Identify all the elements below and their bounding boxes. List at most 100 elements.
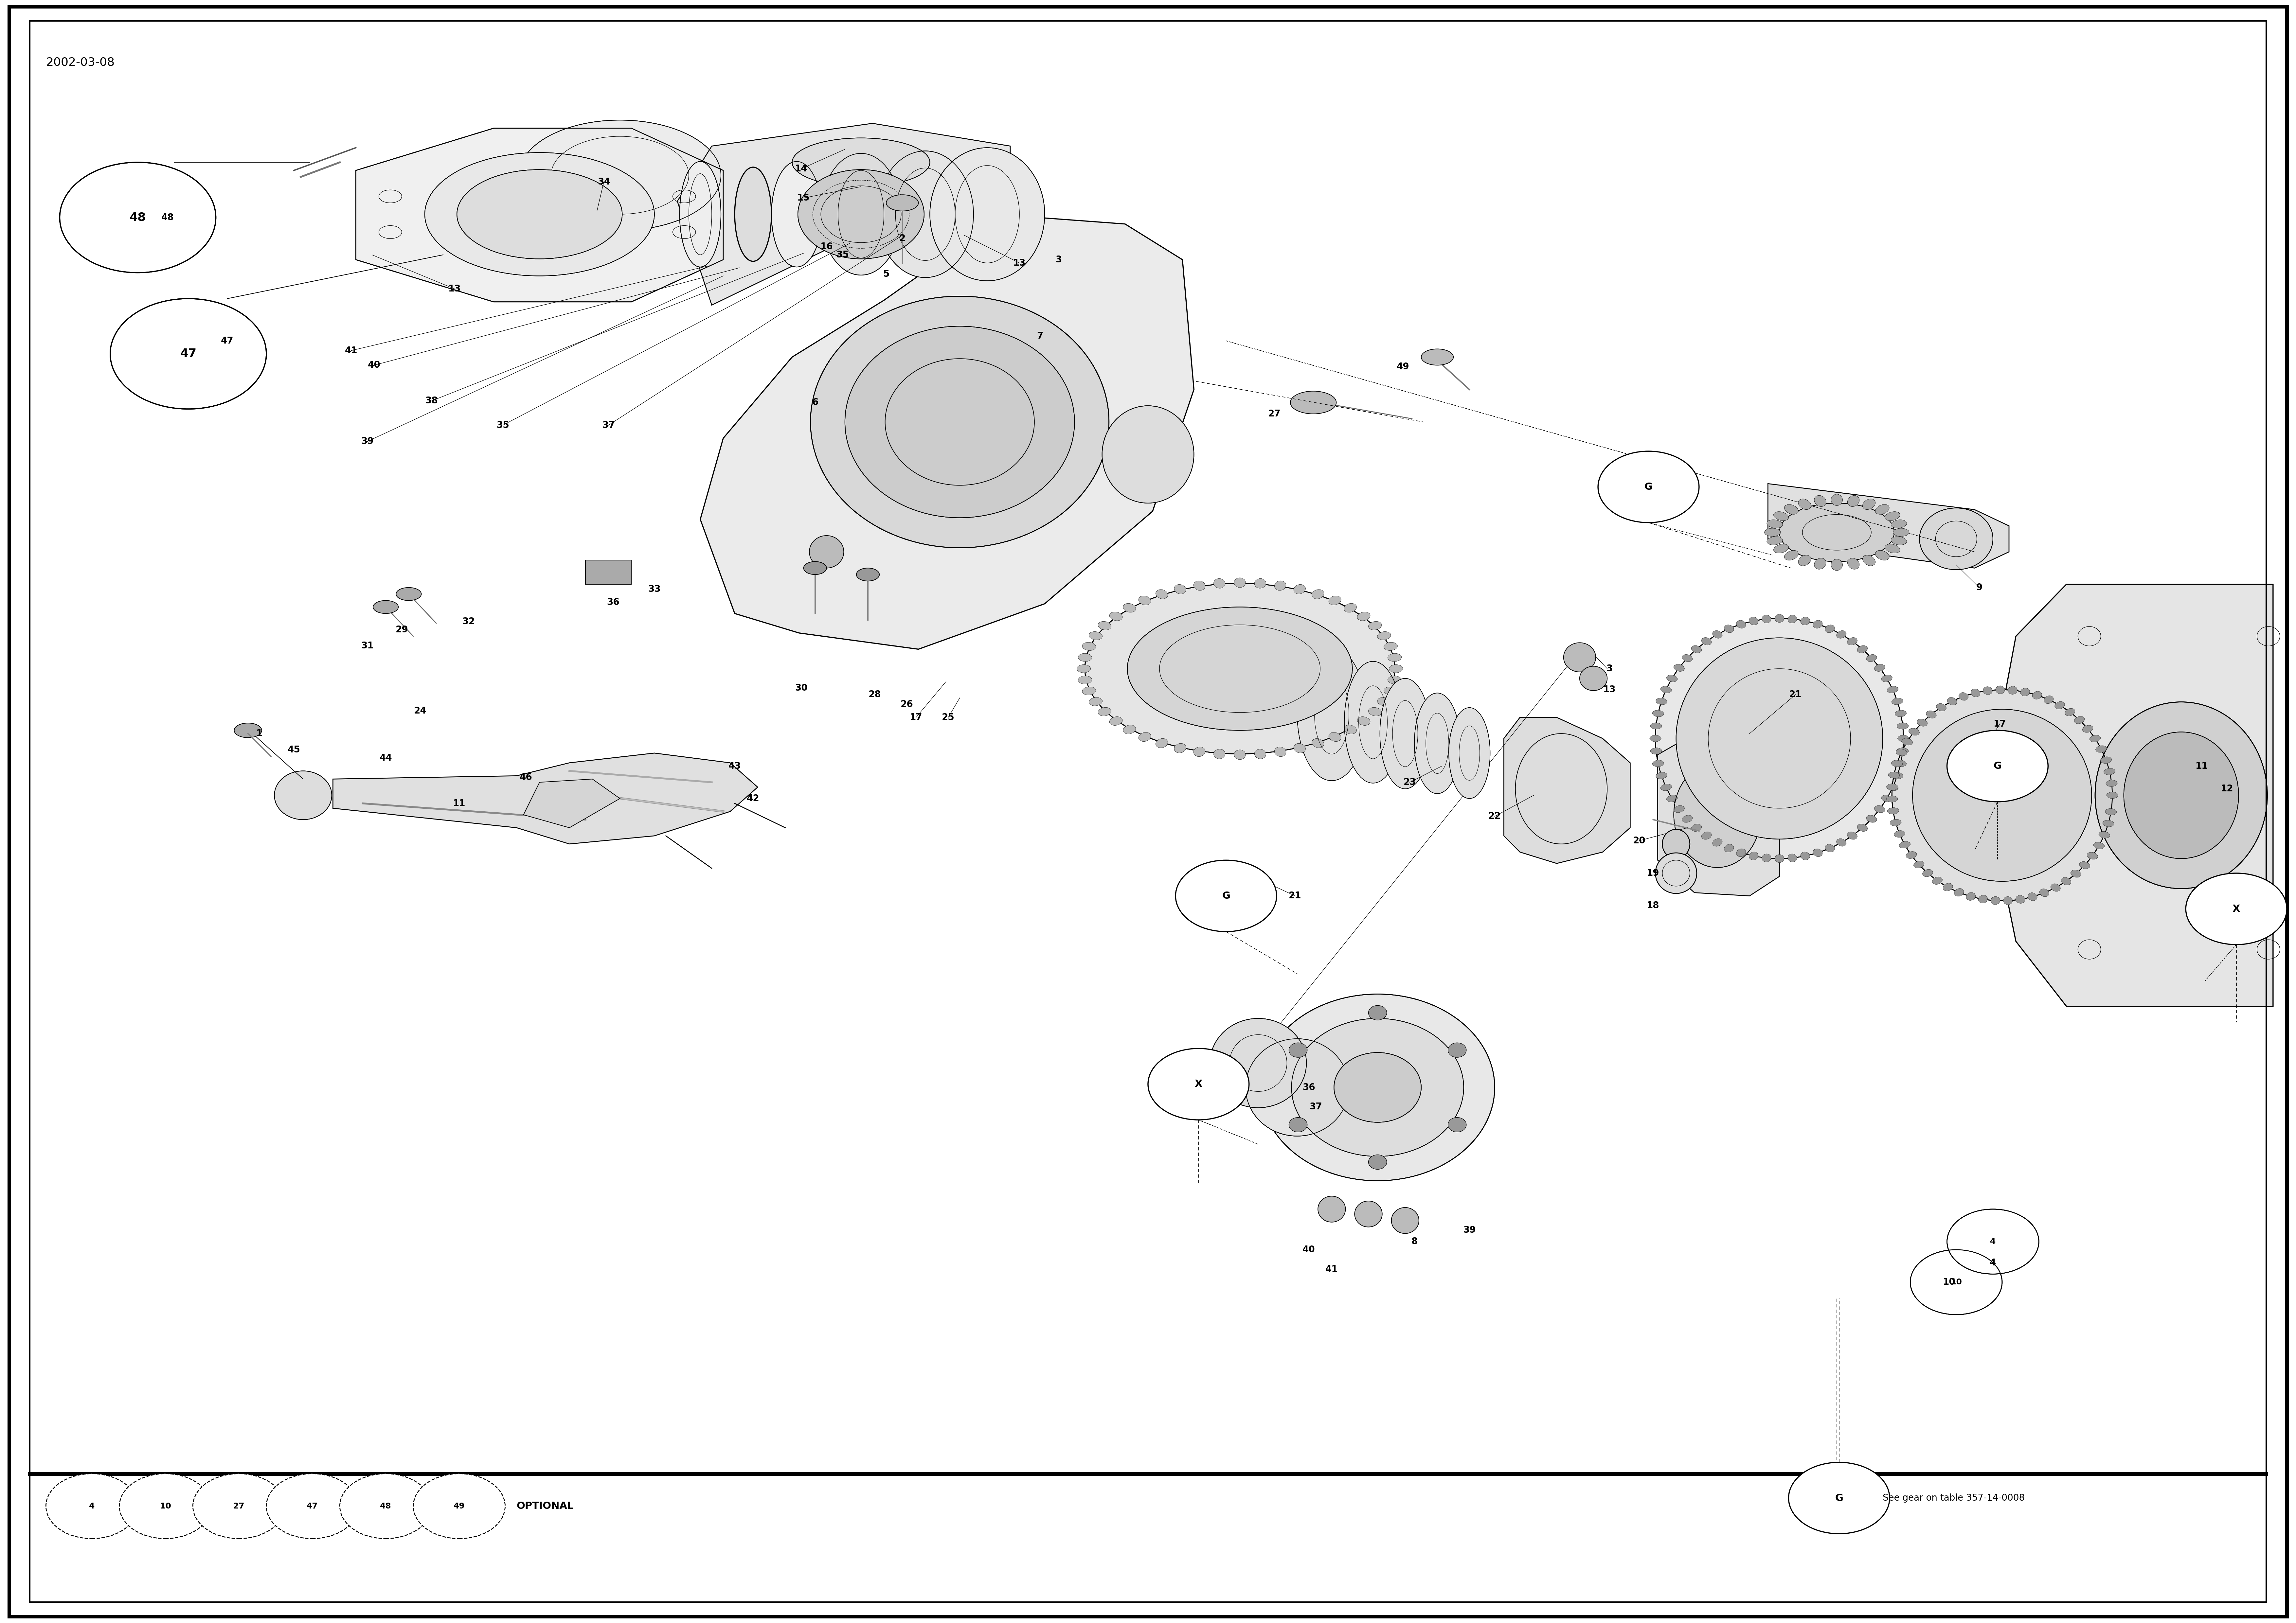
Text: 3: 3 <box>1607 664 1612 674</box>
Ellipse shape <box>1837 631 1846 638</box>
Ellipse shape <box>2043 696 2053 704</box>
Ellipse shape <box>1913 860 1924 868</box>
Ellipse shape <box>1954 888 1963 896</box>
Text: 30: 30 <box>794 683 808 693</box>
Ellipse shape <box>1081 687 1095 695</box>
Ellipse shape <box>1894 831 1906 837</box>
Text: 28: 28 <box>868 690 882 700</box>
Circle shape <box>1789 1462 1890 1534</box>
Ellipse shape <box>1848 638 1857 644</box>
Ellipse shape <box>1892 698 1903 704</box>
Ellipse shape <box>276 771 331 820</box>
Ellipse shape <box>1692 824 1701 831</box>
Ellipse shape <box>1123 725 1137 734</box>
Ellipse shape <box>2108 792 2117 799</box>
Polygon shape <box>1658 734 1779 896</box>
Text: 13: 13 <box>1013 258 1026 268</box>
Polygon shape <box>356 128 723 302</box>
Ellipse shape <box>810 297 1109 549</box>
Ellipse shape <box>1724 844 1733 852</box>
Text: 4: 4 <box>1991 1258 1995 1268</box>
Ellipse shape <box>1329 596 1341 605</box>
Polygon shape <box>1986 584 2273 1006</box>
Ellipse shape <box>2027 893 2037 901</box>
Ellipse shape <box>519 120 721 230</box>
Ellipse shape <box>1773 511 1789 521</box>
Ellipse shape <box>1387 675 1401 683</box>
Text: 14: 14 <box>794 164 808 174</box>
Ellipse shape <box>1887 773 1899 779</box>
Text: 48: 48 <box>161 213 174 222</box>
Ellipse shape <box>1077 665 1091 674</box>
Ellipse shape <box>1892 529 1908 537</box>
Text: 20: 20 <box>1632 836 1646 846</box>
Ellipse shape <box>1079 654 1093 662</box>
Ellipse shape <box>1761 615 1770 623</box>
Ellipse shape <box>1378 698 1391 706</box>
Ellipse shape <box>2032 691 2041 700</box>
Ellipse shape <box>2009 687 2018 695</box>
Ellipse shape <box>1713 631 1722 638</box>
Text: 39: 39 <box>360 437 374 446</box>
Ellipse shape <box>1874 805 1885 813</box>
Ellipse shape <box>1653 760 1665 766</box>
Ellipse shape <box>1887 795 1899 802</box>
Polygon shape <box>333 753 758 844</box>
Ellipse shape <box>1215 750 1226 760</box>
Text: G: G <box>1644 482 1653 492</box>
Ellipse shape <box>372 601 400 613</box>
Ellipse shape <box>1887 784 1899 790</box>
Text: 44: 44 <box>379 753 393 763</box>
Text: 27: 27 <box>234 1503 243 1509</box>
Ellipse shape <box>1215 578 1226 588</box>
Ellipse shape <box>1874 664 1885 672</box>
Ellipse shape <box>1867 815 1876 823</box>
Text: 13: 13 <box>1603 685 1616 695</box>
Ellipse shape <box>1775 615 1784 623</box>
Ellipse shape <box>1109 612 1123 620</box>
Ellipse shape <box>1789 615 1798 623</box>
Ellipse shape <box>1651 722 1662 729</box>
Text: 27: 27 <box>1267 409 1281 419</box>
Ellipse shape <box>1947 1209 2039 1274</box>
Text: 32: 32 <box>461 617 475 626</box>
Ellipse shape <box>1857 646 1867 652</box>
Ellipse shape <box>1750 852 1759 860</box>
Text: 35: 35 <box>496 420 510 430</box>
Ellipse shape <box>1667 795 1678 802</box>
Ellipse shape <box>1917 719 1926 727</box>
Ellipse shape <box>1676 638 1883 839</box>
Ellipse shape <box>1800 617 1809 625</box>
Ellipse shape <box>804 562 827 575</box>
Ellipse shape <box>1857 824 1867 831</box>
Ellipse shape <box>797 170 923 260</box>
Ellipse shape <box>1892 690 2112 901</box>
Ellipse shape <box>771 162 822 268</box>
Ellipse shape <box>2055 701 2064 709</box>
Text: 10: 10 <box>1952 1279 1961 1285</box>
Text: 36: 36 <box>1302 1083 1316 1092</box>
Ellipse shape <box>1660 687 1671 693</box>
Ellipse shape <box>1913 709 2092 881</box>
Ellipse shape <box>1655 854 1697 893</box>
Text: 26: 26 <box>900 700 914 709</box>
Polygon shape <box>1768 484 2009 568</box>
Text: 21: 21 <box>1288 891 1302 901</box>
Text: 2002-03-08: 2002-03-08 <box>46 57 115 68</box>
Ellipse shape <box>1380 678 1430 789</box>
Ellipse shape <box>1814 849 1823 857</box>
Ellipse shape <box>1674 664 1685 672</box>
Ellipse shape <box>425 153 654 276</box>
Ellipse shape <box>1368 622 1382 630</box>
Ellipse shape <box>1329 732 1341 742</box>
Ellipse shape <box>1343 604 1357 612</box>
Ellipse shape <box>1318 1196 1345 1222</box>
Ellipse shape <box>1773 544 1789 553</box>
Ellipse shape <box>845 326 1075 518</box>
Ellipse shape <box>2087 852 2099 859</box>
Text: 10: 10 <box>1942 1277 1956 1287</box>
Text: X: X <box>2232 904 2241 914</box>
Ellipse shape <box>1830 558 1841 571</box>
Ellipse shape <box>1947 698 1956 704</box>
Ellipse shape <box>1894 760 1906 766</box>
